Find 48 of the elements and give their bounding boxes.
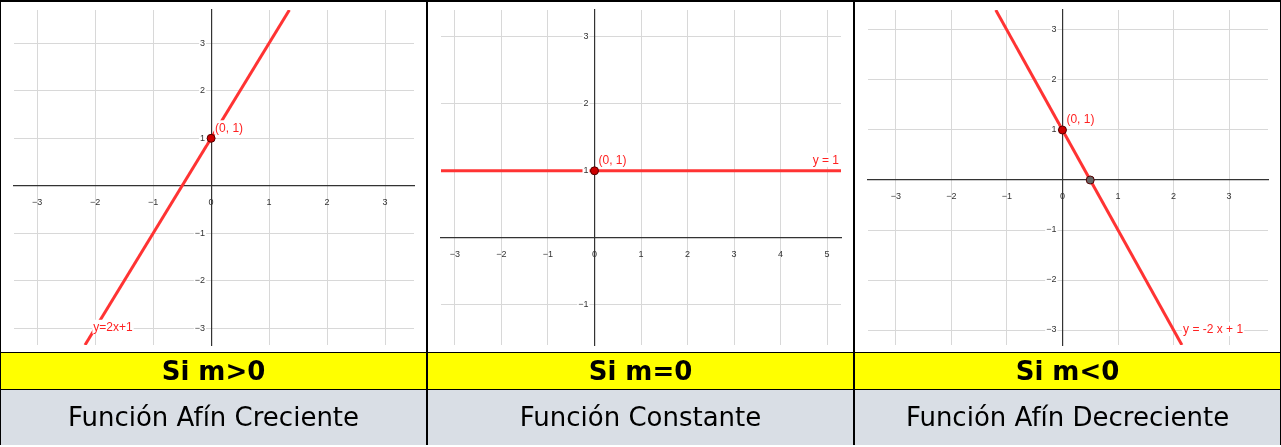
x-tick-label: −1 xyxy=(147,196,158,207)
y-tick-label: −2 xyxy=(194,274,205,285)
x-tick-label: 3 xyxy=(731,248,737,259)
x-tick-label: 3 xyxy=(382,196,388,207)
x-tick-label: −3 xyxy=(31,196,42,207)
text: Función Afín Decreciente xyxy=(855,390,1280,445)
x-tick-label: 1 xyxy=(1114,190,1121,201)
y-tick-label: −1 xyxy=(194,227,205,238)
y-tick-label: 3 xyxy=(582,30,588,41)
x-tick-label: 2 xyxy=(324,196,330,207)
text: Función Constante xyxy=(428,390,853,445)
x-tick-label: −1 xyxy=(1001,190,1012,201)
x-tick-label: 3 xyxy=(1226,190,1232,201)
y-tick-label: −1 xyxy=(1045,223,1056,234)
x-tick-label: −2 xyxy=(495,248,507,259)
y-tick-label: 3 xyxy=(199,37,205,48)
x-tick-label: −3 xyxy=(890,190,901,201)
x-tick-label: 1 xyxy=(637,248,644,259)
y-tick-label: 2 xyxy=(199,84,205,95)
x-tick-label: 4 xyxy=(777,248,783,259)
y-tick-label: 3 xyxy=(1050,23,1056,34)
text: Si m>0 xyxy=(1,352,426,390)
x-tick-label: 1 xyxy=(266,196,272,207)
annotation: (0, 1) xyxy=(214,120,243,135)
x-tick-label: −2 xyxy=(945,190,956,201)
annotation: (0, 1) xyxy=(597,152,626,167)
y-tick-label: 2 xyxy=(1050,73,1056,84)
y-tick-label: −2 xyxy=(1045,273,1056,284)
annotation: y=2x+1 xyxy=(92,319,133,334)
y-tick-label: 1 xyxy=(582,164,588,175)
x-tick-label: 5 xyxy=(824,248,830,259)
y-tick-label: −1 xyxy=(577,298,588,309)
x-tick-label: −1 xyxy=(542,248,553,259)
x-tick-label: 2 xyxy=(684,248,690,259)
text: Función Afín Creciente xyxy=(1,390,426,445)
y-tick-label: −3 xyxy=(1045,323,1056,334)
annotation: y = -2 x + 1 xyxy=(1182,321,1243,336)
text: Si m<0 xyxy=(855,352,1280,390)
annotation: (0, 1) xyxy=(1065,111,1094,126)
x-tick-label: −3 xyxy=(449,248,460,259)
y-tick-label: 2 xyxy=(582,97,588,108)
y-tick-label: 1 xyxy=(1050,123,1056,134)
y-tick-label: 1 xyxy=(199,132,205,143)
annotation: y = 1 xyxy=(812,152,839,167)
text: Si m=0 xyxy=(428,352,853,390)
x-tick-label: −2 xyxy=(89,196,100,207)
y-tick-label: −3 xyxy=(194,322,205,333)
x-tick-label: 2 xyxy=(1170,190,1176,201)
